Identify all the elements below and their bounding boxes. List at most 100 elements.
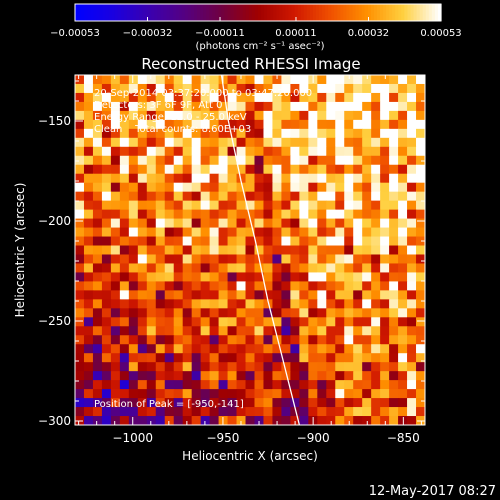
heatmap-cell: [236, 128, 247, 139]
heatmap-cell: [272, 119, 282, 130]
heatmap-cell: [272, 353, 282, 363]
heatmap-cell: [101, 101, 112, 112]
heatmap-cell: [353, 83, 363, 94]
heatmap-cell: [200, 380, 211, 390]
colorbar-swatch: [251, 4, 256, 21]
heatmap-cell: [164, 146, 175, 157]
heatmap-cell: [200, 353, 211, 363]
heatmap-cell: [281, 317, 291, 327]
heatmap-cell: [299, 389, 309, 399]
heatmap-cell: [209, 155, 220, 166]
heatmap-cell: [75, 83, 85, 94]
heatmap-cell: [380, 362, 390, 372]
heatmap-cell: [75, 245, 85, 255]
heatmap-cell: [155, 380, 166, 390]
heatmap-cell: [182, 218, 193, 229]
heatmap-cell: [299, 344, 309, 354]
heatmap-cell: [299, 92, 309, 103]
heatmap-cell: [83, 209, 94, 220]
heatmap-cell: [308, 110, 318, 121]
heatmap-cell: [137, 353, 148, 363]
colorbar-swatch: [242, 4, 247, 21]
heatmap-cell: [155, 290, 166, 300]
colorbar-swatch: [380, 4, 384, 21]
heatmap-cell: [209, 416, 220, 426]
colorbar-swatch: [322, 4, 326, 21]
heatmap-cell: [75, 380, 85, 390]
heatmap-cell: [416, 263, 426, 273]
heatmap-cell: [263, 119, 273, 130]
heatmap-cell: [407, 227, 417, 238]
heatmap-cell: [353, 263, 363, 273]
heatmap-cell: [155, 263, 166, 273]
heatmap-cell: [75, 398, 85, 408]
heatmap-cell: [254, 335, 264, 345]
heatmap-cell: [335, 326, 345, 336]
heatmap-cell: [263, 371, 273, 381]
heatmap-cell: [281, 380, 291, 390]
heatmap-cell: [326, 353, 336, 363]
heatmap-cell: [182, 101, 193, 112]
heatmap-cell: [209, 245, 220, 255]
heatmap-cell: [353, 236, 363, 247]
heatmap-cell: [299, 101, 309, 112]
heatmap-cell: [173, 371, 184, 381]
heatmap-cell: [317, 101, 327, 112]
heatmap-cell: [209, 101, 220, 112]
heatmap-cell: [335, 407, 345, 417]
heatmap-cell: [353, 137, 363, 148]
heatmap-cell: [92, 308, 103, 318]
heatmap-cell: [173, 398, 184, 408]
heatmap-cell: [308, 335, 318, 345]
heatmap-cell: [290, 416, 300, 426]
heatmap-cell: [263, 227, 273, 238]
heatmap-cell: [335, 254, 345, 264]
heatmap-cell: [200, 164, 211, 175]
heatmap-cell: [407, 182, 417, 193]
heatmap-cell: [236, 290, 247, 300]
colorbar-swatch: [386, 4, 390, 21]
heatmap-cell: [353, 254, 363, 264]
heatmap-cell: [344, 416, 354, 426]
heatmap-cell: [290, 218, 300, 229]
colorbar-swatch: [105, 4, 110, 21]
heatmap-cell: [200, 362, 211, 372]
heatmap-cell: [218, 398, 229, 408]
heatmap-cell: [362, 308, 372, 318]
heatmap-cell: [236, 362, 247, 372]
heatmap-cell: [146, 416, 157, 426]
heatmap-cell: [344, 290, 354, 300]
heatmap-cell: [119, 308, 130, 318]
heatmap-cell: [236, 299, 247, 309]
heatmap-cell: [146, 326, 157, 336]
heatmap-cell: [137, 101, 148, 112]
heatmap-cell: [389, 75, 399, 85]
heatmap-cell: [146, 182, 157, 193]
heatmap-cell: [245, 227, 255, 238]
heatmap-cell: [308, 191, 318, 202]
heatmap-cell: [137, 389, 148, 399]
heatmap-cell: [182, 317, 193, 327]
heatmap-cell: [362, 254, 372, 264]
heatmap-cell: [389, 83, 399, 94]
colorbar-swatch: [114, 4, 119, 21]
heatmap-cell: [155, 407, 166, 417]
heatmap-cell: [75, 299, 85, 309]
heatmap-cell: [236, 389, 247, 399]
heatmap-cell: [371, 137, 381, 148]
heatmap-cell: [371, 146, 381, 157]
heatmap-cell: [227, 353, 238, 363]
heatmap-cell: [101, 164, 112, 175]
heatmap-cell: [75, 110, 85, 121]
heatmap-cell: [137, 290, 148, 300]
heatmap-cell: [380, 254, 390, 264]
heatmap-cell: [92, 380, 103, 390]
heatmap-cell: [101, 299, 112, 309]
heatmap-cell: [164, 299, 175, 309]
heatmap-cell: [182, 155, 193, 166]
heatmap-cell: [344, 137, 354, 148]
heatmap-cell: [299, 83, 309, 94]
heatmap-cell: [335, 209, 345, 220]
heatmap-cell: [200, 218, 211, 229]
heatmap-cell: [92, 92, 103, 103]
